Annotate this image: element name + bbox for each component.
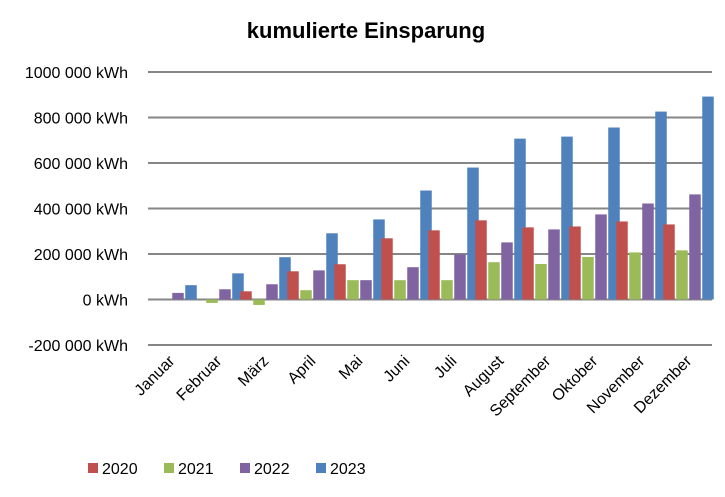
bar-2021-Mai: [347, 280, 359, 300]
bar-2020-Juni: [381, 238, 393, 300]
bar-2023-Juli: [467, 167, 479, 300]
x-tick-label: April: [285, 353, 320, 388]
bar-2021-August: [488, 262, 500, 300]
bar-2022-Januar: [172, 292, 184, 300]
bar-2021-September: [535, 264, 547, 300]
x-tick-label: Februar: [174, 352, 226, 404]
bar-2021-Juni: [394, 280, 406, 300]
bar-2023-April: [326, 233, 338, 300]
bar-2020-August: [475, 220, 487, 300]
chart-title: kumulierte Einsparung: [247, 18, 485, 43]
bar-2023-Mai: [373, 219, 385, 300]
bar-2021-Dezember: [676, 250, 688, 300]
bar-2023-März: [279, 257, 291, 300]
legend-label: 2022: [254, 461, 290, 478]
bar-2021-April: [300, 290, 312, 300]
bar-2020-November: [616, 221, 628, 300]
bar-2020-März: [240, 291, 252, 300]
bar-2023-Dezember: [702, 96, 714, 300]
bar-2023-Februar: [232, 273, 244, 300]
bar-2020-Mai: [334, 264, 346, 300]
bar-2022-März: [266, 284, 278, 300]
bar-2022-Februar: [219, 289, 231, 300]
legend-label: 2020: [102, 461, 138, 478]
bar-2022-August: [501, 242, 513, 300]
y-tick-label: 200 000 kWh: [34, 247, 128, 264]
bar-2020-Oktober: [569, 226, 581, 300]
legend-swatch-2020: [88, 463, 98, 473]
x-tick-label: Mai: [336, 353, 366, 383]
bar-2020-Juli: [428, 230, 440, 300]
y-tick-label: 0 kWh: [83, 293, 128, 310]
bar-2021-Juli: [441, 280, 453, 300]
y-tick-label: 400 000 kWh: [34, 202, 128, 219]
y-tick-label: 800 000 kWh: [34, 111, 128, 128]
bar-2022-Juli: [454, 254, 466, 300]
bar-2022-Oktober: [595, 214, 607, 300]
x-tick-label: Juli: [431, 353, 460, 382]
x-tick-label: August: [460, 352, 508, 400]
legend-swatch-2021: [164, 463, 174, 473]
x-tick-label: März: [235, 353, 272, 390]
bar-2023-Juni: [420, 190, 432, 300]
legend-label: 2021: [178, 461, 214, 478]
bar-2020-September: [522, 227, 534, 300]
bar-2022-April: [313, 270, 325, 300]
legend-label: 2023: [330, 461, 366, 478]
y-tick-label: -200 000 kWh: [28, 338, 128, 355]
bar-2023-November: [655, 111, 667, 300]
bar-2021-November: [629, 252, 641, 300]
bar-2022-Juni: [407, 267, 419, 300]
bar-2021-Oktober: [582, 256, 594, 300]
bar-2021-Februar: [206, 299, 218, 303]
bar-2023-Januar: [185, 285, 197, 300]
legend-swatch-2022: [240, 463, 250, 473]
bar-2023-Oktober: [608, 127, 620, 300]
y-tick-label: 600 000 kWh: [34, 156, 128, 173]
legend-swatch-2023: [316, 463, 326, 473]
bar-2022-September: [548, 229, 560, 300]
bar-2020-Dezember: [663, 224, 675, 300]
bar-2022-Dezember: [689, 194, 701, 300]
bar-2022-November: [642, 203, 654, 300]
x-tick-label: Juni: [381, 353, 414, 386]
y-tick-label: 1000 000 kWh: [25, 65, 128, 82]
bar-2023-August: [514, 138, 526, 300]
bar-2023-September: [561, 136, 573, 300]
x-tick-label: Januar: [132, 352, 179, 399]
bar-2020-April: [287, 271, 299, 300]
bar-2022-Mai: [360, 280, 372, 300]
bar-2021-März: [253, 299, 265, 305]
